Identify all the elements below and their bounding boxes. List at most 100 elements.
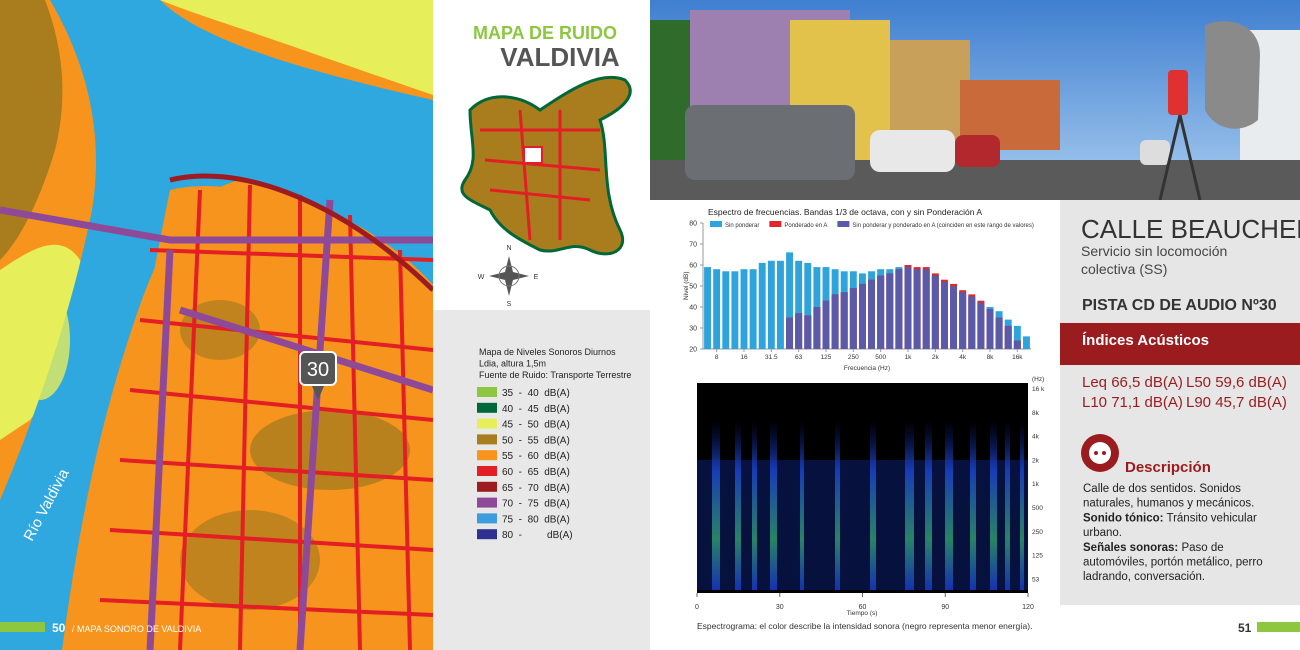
road — [296, 199, 334, 650]
bar — [786, 252, 794, 349]
x-tick-label: 60 — [859, 604, 867, 611]
service: colectiva (SS) — [1081, 261, 1167, 277]
bar — [1022, 336, 1030, 349]
x-tick-label: 16 — [740, 354, 748, 361]
overlap-bar — [895, 269, 903, 349]
description-text: naturales, humanos y mecánicos. — [1083, 498, 1254, 510]
legend-label: 60 - 65 dB(A) — [502, 467, 570, 478]
description-line: Sonido tónico: Tránsito vehicular — [1083, 512, 1257, 524]
description-line: urbano. — [1083, 527, 1122, 539]
noise-map — [0, 0, 433, 650]
bar — [704, 267, 712, 349]
street-photo — [650, 0, 1300, 201]
road — [178, 306, 433, 394]
overlap-bar — [886, 273, 894, 349]
x-tick-label: 4k — [959, 354, 967, 361]
energy-streak — [905, 420, 914, 590]
legend-swatch — [710, 221, 722, 227]
energy-streak — [970, 420, 976, 590]
overlap-bar — [868, 279, 876, 349]
streets — [99, 184, 433, 650]
description-line: ladrando, conversación. — [1083, 571, 1205, 583]
y-axis-label: Nivel (dB) — [683, 271, 690, 300]
compass-s: S — [507, 301, 512, 308]
title-top: MAPA DE RUIDO — [473, 23, 617, 43]
x-tick-label: 31.5 — [765, 354, 778, 361]
y-tick-label: 50 — [689, 284, 697, 291]
legend-swatch — [477, 481, 497, 492]
footer-bar — [0, 622, 45, 632]
y-tick-label: 125 — [1032, 553, 1043, 560]
energy-streak — [752, 420, 757, 590]
overlap-bar — [968, 296, 976, 349]
icon-face — [1089, 442, 1111, 464]
energy-streak — [870, 420, 876, 590]
x-tick-label: 125 — [821, 354, 832, 361]
overlap-bar — [1013, 340, 1021, 349]
footer-bar — [1257, 622, 1300, 632]
description-title: Descripción — [1125, 459, 1211, 476]
bar — [713, 269, 721, 349]
overlap-bar — [813, 307, 821, 349]
mini-map-streets — [480, 109, 601, 241]
energy-streak — [945, 420, 953, 590]
overlap-bar — [831, 294, 839, 349]
icon-eye — [1102, 451, 1106, 455]
dummy-head — [1205, 21, 1260, 129]
street-name: CALLE BEAUCHEF — [1081, 214, 1300, 244]
legend-swatch — [477, 418, 497, 429]
x-tick-label: 2k — [932, 354, 940, 361]
legend-label: 80 - dB(A) — [502, 530, 573, 541]
energy-band — [697, 460, 1028, 590]
legend-swatch — [477, 434, 497, 445]
legend-label: 40 - 45 dB(A) — [502, 404, 570, 415]
legend-caption: Mapa de Niveles Sonoros Diurnos — [479, 347, 616, 357]
sound-meter — [1168, 70, 1188, 115]
x-tick-label: 63 — [795, 354, 803, 361]
energy-streak — [835, 420, 840, 590]
overlap-bar — [849, 288, 857, 349]
energy-streak — [800, 420, 804, 590]
legend-caption: Ldia, altura 1,5m — [479, 359, 546, 369]
energy-streak — [712, 420, 720, 590]
legend-swatch — [477, 387, 497, 397]
x-tick-label: 500 — [875, 354, 886, 361]
page-number: 51 — [1238, 621, 1252, 635]
y-tick-label: 1k — [1032, 481, 1040, 488]
legend-label: Sin ponderar — [725, 223, 759, 229]
energy-streak — [1020, 420, 1024, 590]
compass-w: W — [478, 274, 485, 281]
bar — [740, 269, 748, 349]
energy-streak — [770, 420, 777, 590]
shore-road — [169, 173, 433, 292]
legend-label: 75 - 80 dB(A) — [502, 514, 570, 525]
y-tick-label: 500 — [1032, 505, 1043, 512]
legend-label: 50 - 55 dB(A) — [502, 435, 570, 446]
y-tick-label: 8k — [1032, 410, 1040, 417]
bar — [1013, 325, 1021, 349]
overlap-bar — [913, 269, 921, 349]
legend-label: 65 - 70 dB(A) — [502, 483, 570, 494]
overlap-bar — [950, 286, 958, 349]
caption: Espectrograma: el color describe la inte… — [697, 621, 1032, 631]
y-tick-label: 40 — [689, 305, 697, 312]
car — [1140, 140, 1170, 165]
overlap-bar — [959, 292, 967, 349]
x-tick-label: 0 — [695, 604, 699, 611]
bar — [749, 269, 757, 349]
map-marker — [299, 351, 337, 400]
description-line: Calle de dos sentidos. Sonidos — [1083, 483, 1241, 495]
legend-swatch — [477, 402, 497, 413]
legend-label: 55 - 60 dB(A) — [502, 451, 570, 462]
legend-label: 70 - 75 dB(A) — [502, 499, 570, 510]
x-tick-label: 90 — [941, 604, 949, 611]
overlap-bar — [840, 292, 848, 349]
y-tick-label: 60 — [689, 263, 697, 270]
running-title: / MAPA SONORO DE VALDIVIA — [72, 624, 201, 634]
tree — [650, 20, 690, 170]
street — [99, 248, 433, 617]
compass-e: E — [534, 274, 539, 281]
map-zone — [0, 0, 63, 260]
y-tick-label: 16 k — [1032, 386, 1045, 393]
legend-swatch — [477, 450, 497, 461]
